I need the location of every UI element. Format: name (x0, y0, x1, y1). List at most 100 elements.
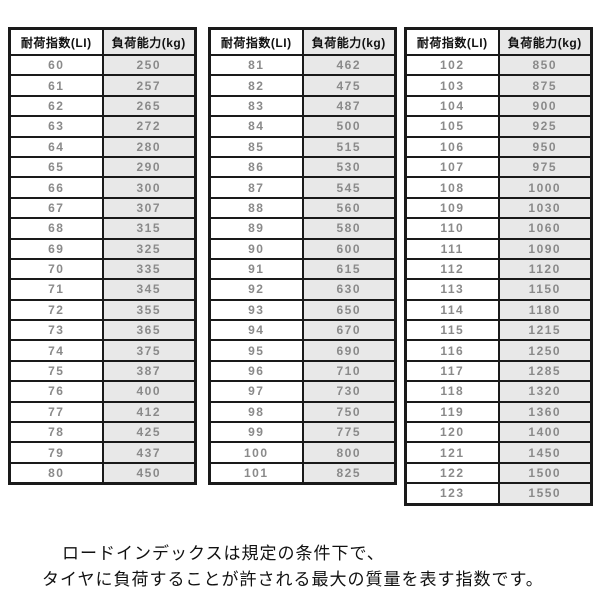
load-index-cell: 105 (404, 115, 500, 138)
load-index-cell: 109 (404, 196, 500, 220)
load-capacity-cell: 775 (301, 421, 397, 444)
table-row: 96 710 (208, 359, 397, 383)
header-load-index: 耐荷指数(LI) (404, 27, 500, 56)
load-capacity-cell: 1450 (497, 441, 593, 464)
load-capacity-cell: 500 (301, 115, 397, 138)
load-index-cell: 87 (208, 176, 304, 199)
load-capacity-cell: 265 (101, 94, 197, 118)
load-capacity-cell: 387 (101, 359, 197, 383)
load-capacity-cell: 437 (101, 441, 197, 464)
table-row: 61 257 (8, 74, 197, 97)
table-row: 87 545 (208, 176, 397, 199)
load-index-cell: 116 (404, 339, 500, 362)
load-capacity-cell: 1320 (497, 380, 593, 403)
load-index-cell: 111 (404, 237, 500, 260)
load-capacity-cell: 850 (497, 53, 593, 77)
load-index-cell: 72 (8, 298, 104, 322)
table-row: 99 775 (208, 421, 397, 444)
load-index-cell: 123 (404, 482, 500, 506)
table-row: 119 1360 (404, 400, 593, 424)
header-load-capacity: 負荷能力(kg) (101, 27, 197, 56)
load-index-cell: 84 (208, 115, 304, 138)
load-index-cell: 95 (208, 339, 304, 362)
table-row: 94 670 (208, 319, 397, 342)
load-index-cell: 113 (404, 278, 500, 301)
load-index-cell: 100 (208, 441, 304, 464)
load-capacity-cell: 462 (301, 53, 397, 77)
load-capacity-cell: 975 (497, 155, 593, 179)
table-row: 69 325 (8, 237, 197, 260)
load-index-cell: 80 (8, 461, 104, 485)
table-row: 118 1320 (404, 380, 593, 403)
load-index-cell: 112 (404, 257, 500, 281)
table-row: 95 690 (208, 339, 397, 362)
header-load-capacity: 負荷能力(kg) (301, 27, 397, 56)
load-capacity-cell: 487 (301, 94, 397, 118)
load-index-cell: 85 (208, 135, 304, 158)
load-capacity-cell: 515 (301, 135, 397, 158)
table-row: 101 825 (208, 461, 397, 485)
load-capacity-cell: 1285 (497, 359, 593, 383)
load-index-cell: 81 (208, 53, 304, 77)
load-capacity-cell: 1360 (497, 400, 593, 424)
header-load-capacity: 負荷能力(kg) (497, 27, 593, 56)
load-capacity-cell: 1250 (497, 339, 593, 362)
load-index-cell: 89 (208, 217, 304, 240)
load-capacity-cell: 257 (101, 74, 197, 97)
table-row: 106 950 (404, 135, 593, 158)
table-row: 83 487 (208, 94, 397, 118)
load-index-cell: 71 (8, 278, 104, 301)
load-capacity-cell: 250 (101, 53, 197, 77)
table-row: 68 315 (8, 217, 197, 240)
load-capacity-cell: 875 (497, 74, 593, 97)
table-row: 104 900 (404, 94, 593, 118)
load-capacity-cell: 335 (101, 257, 197, 281)
load-index-cell: 96 (208, 359, 304, 383)
load-index-cell: 101 (208, 461, 304, 485)
load-index-cell: 75 (8, 359, 104, 383)
load-index-cell: 79 (8, 441, 104, 464)
table-row: 67 307 (8, 196, 197, 220)
load-index-cell: 110 (404, 217, 500, 240)
table-row: 60 250 (8, 53, 197, 77)
load-index-table-60-80: 耐荷指数(LI) 負荷能力(kg) 60 250 61 257 62 265 63 272 64 28… (8, 27, 197, 486)
load-index-cell: 67 (8, 196, 104, 220)
load-index-cell: 117 (404, 359, 500, 383)
load-capacity-cell: 1500 (497, 461, 593, 485)
load-capacity-cell: 325 (101, 237, 197, 260)
table-row: 79 437 (8, 441, 197, 464)
table-row: 112 1120 (404, 257, 593, 281)
load-capacity-cell: 1090 (497, 237, 593, 260)
caption-line-1: ロードインデックスは規定の条件下で、 (62, 544, 385, 563)
load-capacity-cell: 1180 (497, 298, 593, 322)
table-row: 66 300 (8, 176, 197, 199)
load-index-cell: 120 (404, 421, 500, 444)
load-capacity-cell: 345 (101, 278, 197, 301)
load-capacity-cell: 530 (301, 155, 397, 179)
load-capacity-cell: 1060 (497, 217, 593, 240)
table-row: 105 925 (404, 115, 593, 138)
table-row: 91 615 (208, 257, 397, 281)
load-capacity-cell: 560 (301, 196, 397, 220)
table-row: 78 425 (8, 421, 197, 444)
table-row: 110 1060 (404, 217, 593, 240)
load-capacity-cell: 1000 (497, 176, 593, 199)
load-capacity-cell: 925 (497, 115, 593, 138)
load-index-cell: 62 (8, 94, 104, 118)
load-capacity-cell: 1550 (497, 482, 593, 506)
load-capacity-cell: 1400 (497, 421, 593, 444)
load-capacity-cell: 630 (301, 278, 397, 301)
load-index-cell: 90 (208, 237, 304, 260)
table-row: 63 272 (8, 115, 197, 138)
table-row: 77 412 (8, 400, 197, 424)
table-row: 85 515 (208, 135, 397, 158)
table-row: 75 387 (8, 359, 197, 383)
load-index-table-81-101: 耐荷指数(LI) 負荷能力(kg) 81 462 82 475 83 487 84 500 85 51… (208, 27, 397, 486)
table-row: 72 355 (8, 298, 197, 322)
header-load-index: 耐荷指数(LI) (8, 27, 104, 56)
load-index-cell: 122 (404, 461, 500, 485)
table-row: 92 630 (208, 278, 397, 301)
table-row: 88 560 (208, 196, 397, 220)
load-index-cell: 65 (8, 155, 104, 179)
table-row: 62 265 (8, 94, 197, 118)
